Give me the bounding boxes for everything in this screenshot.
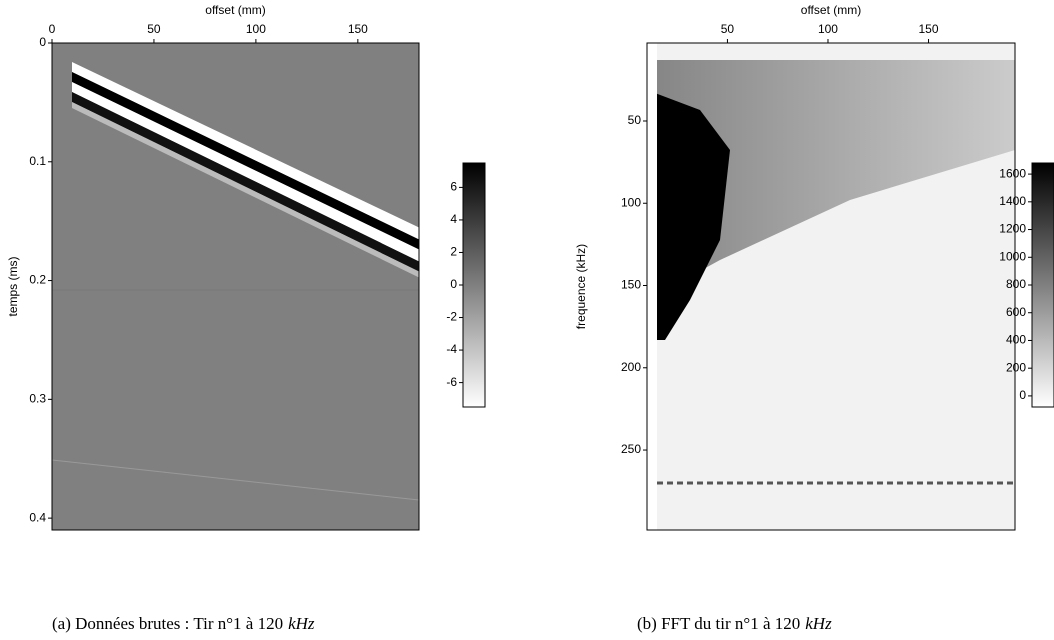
caption: (a) Données brutes : Tir n°1 à 120 kHz	[52, 614, 315, 633]
frame-b	[646, 42, 1016, 531]
colorbar-tick-label: 1000	[999, 249, 1026, 263]
caption-text: (a) Données brutes : Tir n°1 à 120	[52, 614, 283, 633]
colorbar-tick-label: 0	[450, 277, 457, 291]
colorbar-tick-label: -6	[446, 375, 457, 389]
y-tick-label: 0.3	[29, 392, 46, 406]
x-tick-label: 100	[246, 22, 266, 36]
colorbar-tick-label: 6	[450, 180, 457, 194]
colorbar-tick-label: -2	[446, 310, 457, 324]
colorbar-tick-label: 600	[1006, 305, 1026, 319]
y-tick-label: 0.1	[29, 154, 46, 168]
x-tick-label: 0	[49, 22, 56, 36]
colorbar-tick-label: 800	[1006, 277, 1026, 291]
y-tick-label: 200	[621, 360, 641, 374]
y-tick-label: 100	[621, 195, 641, 209]
colorbar-b	[1031, 162, 1054, 408]
colorbar-tick-label: 400	[1006, 333, 1026, 347]
y-tick-label: 0	[39, 35, 46, 49]
y-axis-label: frequence (kHz)	[574, 244, 588, 329]
colorbar-tick-label: 1400	[999, 194, 1026, 208]
image-a	[52, 43, 419, 530]
x-axis-label: offset (mm)	[801, 3, 861, 17]
x-tick-label: 100	[818, 22, 838, 36]
caption: (b) FFT du tir n°1 à 120 kHz	[637, 614, 832, 633]
colorbar-tick-label: 2	[450, 245, 457, 259]
image-b	[647, 43, 1015, 530]
caption-text: (b) FFT du tir n°1 à 120	[637, 614, 800, 633]
x-tick-label: 150	[919, 22, 939, 36]
colorbar-tick-label: 0	[1019, 388, 1026, 402]
y-axis-label: temps (ms)	[6, 256, 20, 316]
y-tick-label: 0.4	[29, 510, 46, 524]
y-tick-label: 50	[628, 113, 642, 127]
colorbar-tick-label: 4	[450, 212, 457, 226]
x-tick-label: 50	[721, 22, 735, 36]
x-axis-label: offset (mm)	[205, 3, 265, 17]
colorbar-tick-label: 200	[1006, 360, 1026, 374]
colorbar-tick-label: 1600	[999, 166, 1026, 180]
colorbar-tick-label: -4	[446, 342, 457, 356]
y-tick-label: 250	[621, 442, 641, 456]
caption-unit: kHz	[805, 614, 832, 633]
colorbar-a	[462, 162, 486, 408]
frame-a	[51, 42, 420, 531]
y-tick-label: 0.2	[29, 273, 46, 287]
caption-unit: kHz	[288, 614, 315, 633]
colorbar-tick-label: 1200	[999, 222, 1026, 236]
x-tick-label: 150	[348, 22, 368, 36]
x-tick-label: 50	[147, 22, 161, 36]
y-tick-label: 150	[621, 278, 641, 292]
